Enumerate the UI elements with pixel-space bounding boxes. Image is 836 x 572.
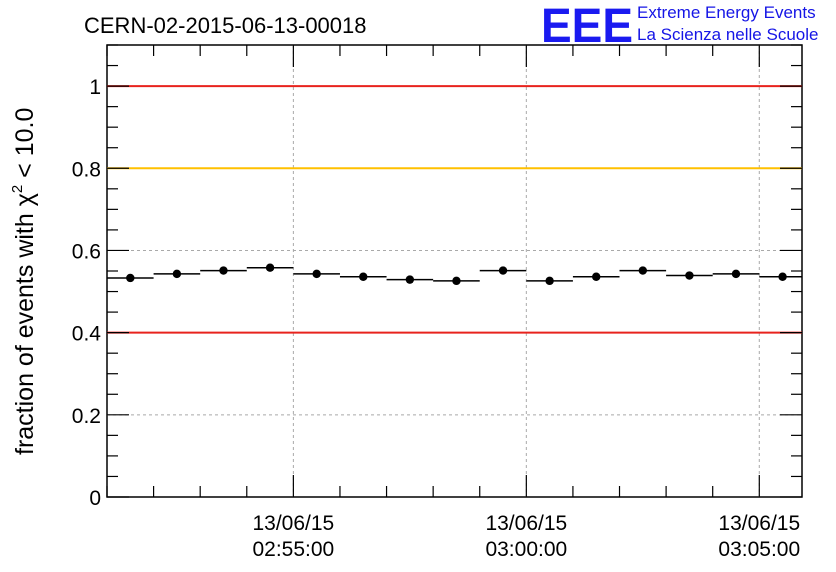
- eee-logo: EEE Extreme Energy Events La Scienza nel…: [541, 0, 818, 53]
- x-tick-label-date: 13/06/15: [252, 512, 334, 535]
- x-tick-label-date: 13/06/15: [718, 512, 800, 535]
- y-axis-label-power: 2: [9, 185, 26, 193]
- data-point: [172, 269, 182, 279]
- data-point: [312, 269, 321, 279]
- data-point: [545, 276, 554, 286]
- eee-logo-line2: La Scienza nelle Scuole: [637, 25, 818, 44]
- y-axis-label-prefix: fraction of events with: [11, 206, 39, 455]
- x-tick-label-date: 13/06/15: [485, 512, 567, 535]
- y-axis-label: fraction of events with χ2 < 10.0: [9, 108, 39, 455]
- data-points: [107, 263, 802, 286]
- eee-logo-mark: EEE: [541, 0, 633, 53]
- data-point: [265, 263, 275, 272]
- y-tick-label: 0.4: [72, 323, 102, 346]
- data-point: [731, 269, 741, 279]
- y-tick-label: 0.2: [72, 405, 101, 428]
- y-tick-label: 0.6: [72, 240, 101, 263]
- data-point: [592, 272, 601, 281]
- y-tick-label: 0: [89, 487, 101, 510]
- reference-lines: [107, 85, 802, 334]
- x-tick-label-time: 03:00:00: [485, 538, 567, 561]
- y-tick-label: 1: [89, 76, 101, 99]
- x-tick-label-time: 02:55:00: [252, 538, 334, 561]
- data-point: [778, 272, 787, 281]
- data-point: [685, 271, 694, 280]
- data-point: [405, 275, 415, 284]
- eee-logo-line1: Extreme Energy Events: [637, 3, 816, 22]
- y-tick-label: 0.8: [72, 158, 101, 181]
- y-axis-label-symbol: χ: [11, 193, 39, 206]
- y-axis-ticks: 0 0.2 0.4 0.6 0.8 1: [72, 44, 802, 510]
- data-point: [498, 266, 508, 275]
- data-point: [126, 273, 135, 283]
- x-tick-label-time: 03:05:00: [718, 538, 800, 561]
- data-point: [638, 266, 648, 275]
- data-point: [452, 276, 461, 286]
- y-axis-label-suffix: < 10.0: [11, 108, 39, 185]
- x-axis-ticks: 13/06/15 02:55:00 13/06/15 03:00:00 13/06/15…: [106, 45, 800, 561]
- chart-title: CERN-02-2015-06-13-00018: [84, 13, 367, 38]
- data-point: [219, 266, 228, 275]
- data-point: [359, 272, 368, 281]
